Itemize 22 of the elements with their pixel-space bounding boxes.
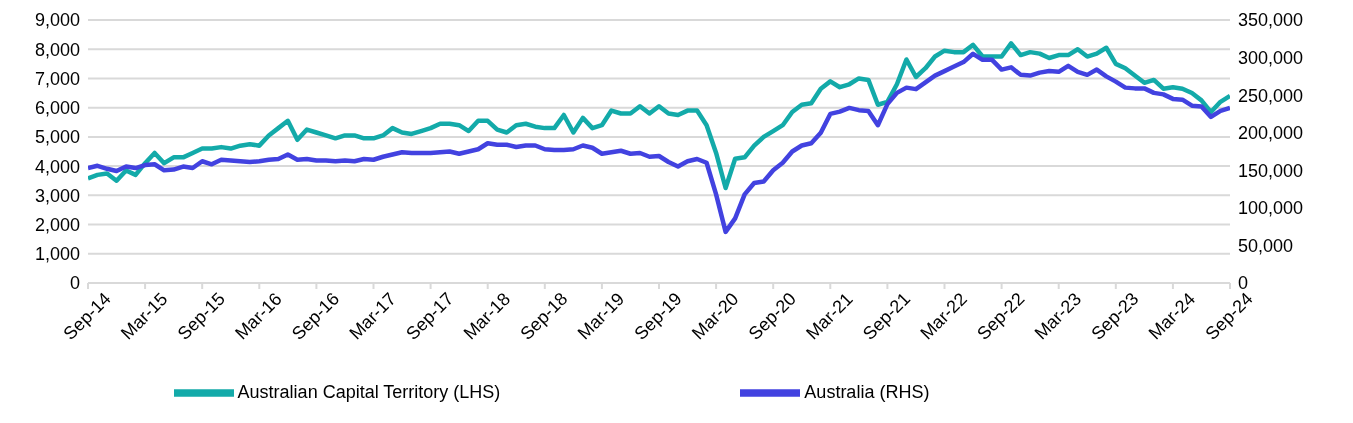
y-tick-label: 6,000 [34, 98, 80, 119]
y2-tick-label: 250,000 [1238, 85, 1304, 106]
y2-tick-label: 350,000 [1238, 10, 1304, 31]
y-tick-label: 9,000 [34, 10, 80, 31]
y2-tick-label: 0 [1238, 273, 1249, 294]
line-series [88, 51, 1230, 235]
y-tick-label: 4,000 [34, 156, 80, 177]
y-tick-label: 1,000 [34, 244, 80, 265]
y2-tick-label: 150,000 [1238, 160, 1304, 181]
y-tick-label: 0 [69, 273, 80, 294]
y-tick-label: 7,000 [34, 68, 80, 89]
y-tick-label: 8,000 [34, 39, 80, 60]
y-tick-label: 3,000 [34, 185, 80, 206]
legend-label: Australia (RHS) [804, 381, 930, 402]
y2-tick-label: 200,000 [1238, 123, 1304, 144]
y2-tick-label: 50,000 [1238, 235, 1294, 256]
y-tick-label: 2,000 [34, 214, 80, 235]
y2-tick-label: 300,000 [1238, 47, 1304, 68]
legend-label: Australian Capital Territory (LHS) [237, 381, 501, 402]
y-tick-label: 5,000 [34, 127, 80, 148]
line-series [88, 41, 1230, 191]
y2-tick-label: 100,000 [1238, 198, 1304, 219]
